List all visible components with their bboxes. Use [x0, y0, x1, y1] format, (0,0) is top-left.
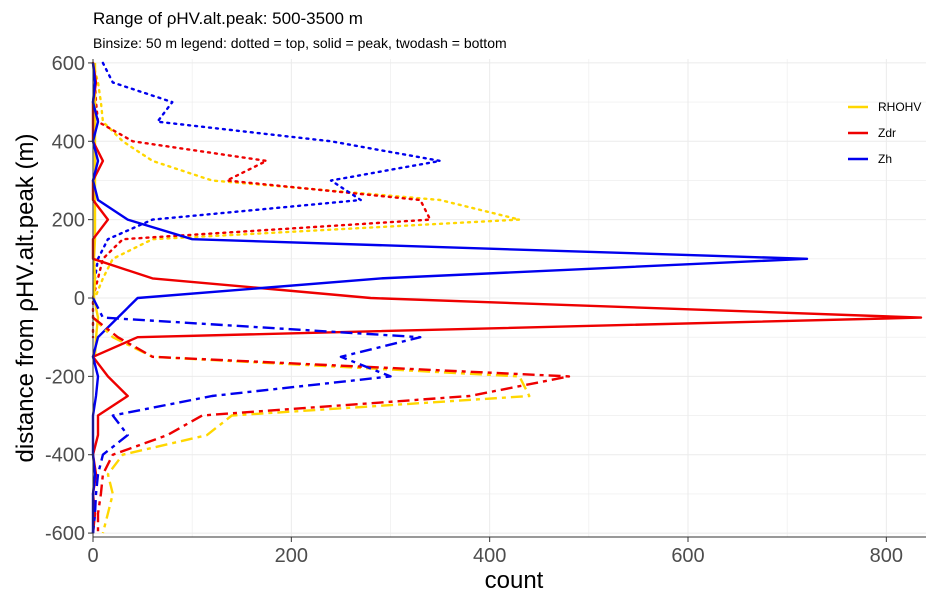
series-line-zdr-twodash: [92, 316, 571, 534]
chart-subtitle: Binsize: 50 m legend: dotted = top, soli…: [93, 35, 507, 51]
legend-label: Zh: [878, 152, 892, 166]
y-tick-label: 0: [74, 288, 85, 310]
y-tick-label: 400: [52, 131, 85, 153]
chart-title: Range of ρHV.alt.peak: 500-3500 m: [93, 9, 363, 28]
y-axis-title: distance from ρHV.alt.peak (m): [12, 134, 39, 463]
legend: RHOHV Zdr Zh: [848, 100, 921, 166]
series-line-zh-dotted: [93, 61, 442, 280]
x-tick-label: 200: [275, 545, 308, 567]
x-tick-label: 400: [473, 545, 506, 567]
y-tick-label: 200: [52, 210, 85, 232]
series-line-zh-twodash: [91, 297, 422, 534]
y-tick-label: -600: [45, 523, 85, 545]
x-ticks: 0 200 400 600 800: [87, 537, 903, 567]
legend-label: RHOHV: [878, 100, 921, 114]
x-tick-label: 0: [87, 545, 98, 567]
x-axis-title: count: [485, 567, 544, 594]
y-tick-label: -400: [45, 445, 85, 467]
y-tick-label: -200: [45, 366, 85, 388]
y-ticks: -600 -400 -200 0 200 400 600: [45, 53, 93, 545]
x-tick-label: 600: [671, 545, 704, 567]
x-tick-label: 800: [870, 545, 903, 567]
y-tick-label: 600: [52, 53, 85, 75]
legend-label: Zdr: [878, 126, 896, 140]
